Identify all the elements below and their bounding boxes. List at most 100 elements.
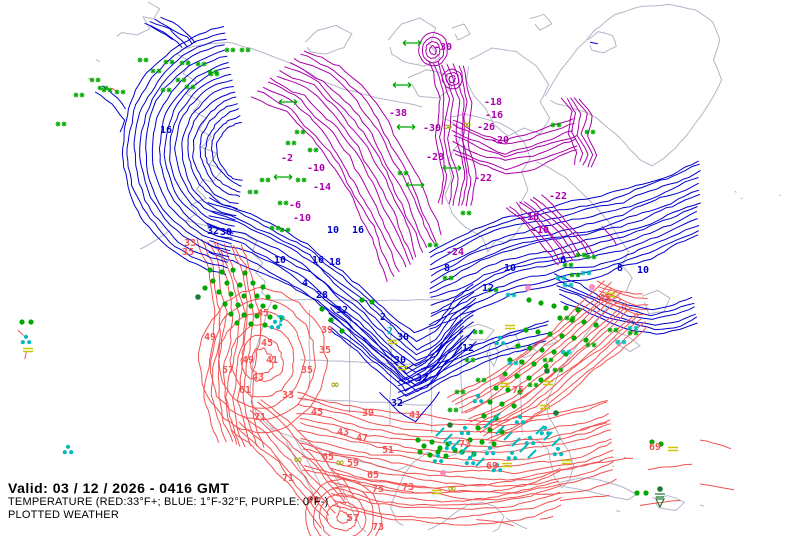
rain-dot-icon: [487, 427, 493, 433]
snow-icon: [575, 252, 587, 258]
rain-dot-icon: [526, 375, 532, 381]
shower-icon: [269, 319, 281, 330]
snow-icon: [585, 342, 597, 348]
shower-hatch-icon: [443, 433, 453, 443]
snow-icon: [585, 254, 597, 260]
fog-icon: [500, 382, 510, 388]
shower-hatch-icon: [543, 431, 553, 441]
svg-text:?: ?: [277, 312, 286, 330]
isotherm-label: -10: [293, 213, 311, 224]
rain-dot-icon: [475, 425, 481, 431]
wind-arrow-icon: [402, 40, 422, 46]
isotherm-label: 47: [356, 433, 368, 444]
wind-arrow-icon: [442, 165, 462, 171]
isotherm-label: 65: [367, 470, 379, 481]
rain-dot-icon: [279, 315, 285, 321]
snow-icon: [207, 69, 219, 75]
snow-icon: [224, 47, 236, 53]
isotherm-label: 43: [337, 427, 349, 438]
haze-icon: ∞: [447, 482, 456, 495]
rain-dot-icon: [526, 297, 532, 303]
isotherm-label: -38: [389, 108, 407, 119]
shower-icon: [472, 393, 484, 404]
shower-icon: [62, 444, 74, 455]
snow-icon: [460, 210, 472, 216]
shower-icon: [539, 425, 551, 436]
rain-dot-icon: [499, 401, 505, 407]
rain-dot-icon: [571, 335, 577, 341]
isotherm-label: -2: [281, 153, 293, 164]
snow-icon: [475, 377, 487, 383]
snow-icon: [279, 227, 291, 233]
isotherm-label: 30: [394, 355, 406, 366]
snow-icon: [163, 59, 175, 65]
snow-icon: [247, 189, 259, 195]
rain-dot-icon: [557, 315, 563, 321]
isotherm-label: 33: [282, 390, 294, 401]
snow-icon: [195, 61, 207, 67]
snow-icon: [269, 225, 281, 231]
isotherm-label: 69: [307, 495, 319, 506]
snow-icon: [179, 60, 191, 66]
shower-hatch-icon: [483, 419, 493, 429]
shower-hatch-icon: [535, 425, 545, 435]
rain-dot-icon: [538, 300, 544, 306]
shower-icon: [494, 335, 506, 346]
rain-dot-icon: [443, 453, 449, 459]
dark-rain-dot-icon: [553, 410, 559, 416]
isotherm-label: 10: [504, 263, 516, 274]
rain-dot-icon: [328, 317, 334, 323]
rain-dot-icon: [519, 359, 525, 365]
isotherm-layer: [17, 16, 735, 536]
isotherm-label: 69: [486, 461, 498, 472]
isotherm-label: -16: [521, 212, 539, 223]
rain-dot-icon: [559, 333, 565, 339]
rain-dot-icon: [547, 331, 553, 337]
isotherm-label: 39: [362, 408, 374, 419]
fog-icon: [432, 489, 442, 495]
isotherm-label: -6: [289, 200, 301, 211]
isotherm-label: 35: [301, 365, 313, 376]
shower-hatch-icon: [451, 439, 461, 449]
haze-icon: ∞: [330, 378, 339, 391]
isotherm-label: -30: [423, 123, 441, 134]
shower-hatch-icon: [551, 437, 561, 447]
shower-hatch-icon: [475, 457, 485, 467]
rain-dot-icon: [535, 329, 541, 335]
snow-icon: [454, 389, 466, 395]
fog-icon: [540, 404, 550, 410]
shower-icon: [432, 453, 444, 464]
isotherm-label: 57: [222, 365, 234, 376]
snow-icon: [101, 87, 113, 93]
rain-dot-icon: [228, 311, 234, 317]
shower-icon: [514, 414, 526, 425]
isotherm-label: -24: [446, 247, 464, 258]
isotherm-label: 35: [182, 247, 194, 258]
rain-dot-icon: [19, 319, 25, 325]
teal-snow-icon: [505, 292, 517, 298]
isotherm-label: 4: [302, 278, 308, 289]
snow-icon: [294, 129, 306, 135]
teal-snow-icon: [627, 325, 639, 331]
rain-dot-icon: [265, 294, 271, 300]
isotherm-label: 49: [242, 355, 254, 366]
snow-icon: [550, 122, 562, 128]
rain-dot-icon: [551, 349, 557, 355]
rain-dot-icon: [583, 337, 589, 343]
snow-icon: [259, 177, 271, 183]
isotherm-label: 32: [416, 373, 428, 384]
svg-text:∞: ∞: [462, 118, 471, 131]
legend-temperature-key: TEMPERATURE (RED:33°F+; BLUE: 1°F-32°F, …: [8, 496, 329, 508]
fog-icon: [397, 365, 407, 371]
wind-arrow-icon: [396, 124, 416, 130]
rain-dot-icon: [262, 322, 268, 328]
shower-icon: [552, 446, 564, 457]
rain-dot-icon: [551, 303, 557, 309]
rain-dot-icon: [216, 289, 222, 295]
fog-icon: [668, 446, 678, 452]
isotherm-label: 65: [322, 452, 334, 463]
rain-dot-icon: [538, 377, 544, 383]
rain-dot-icon: [369, 299, 375, 305]
